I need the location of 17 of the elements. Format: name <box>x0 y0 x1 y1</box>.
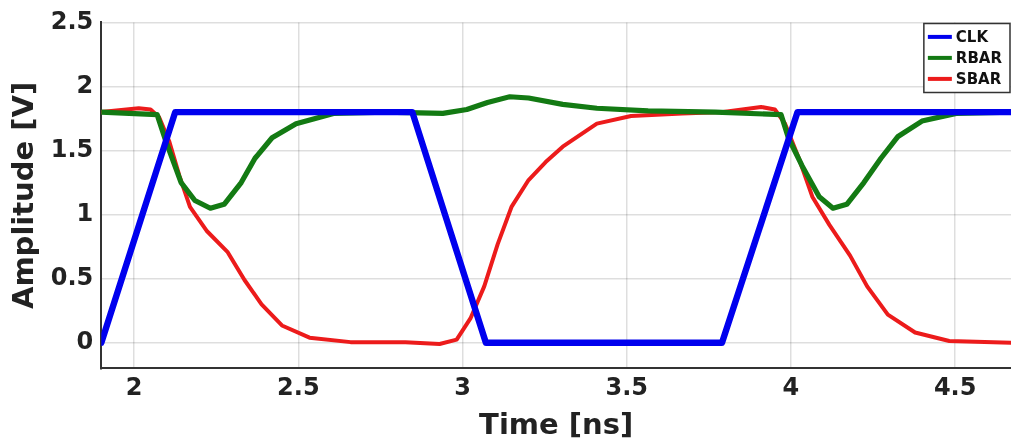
x-tick-label: 4.5 <box>933 373 977 402</box>
y-tick-label: 2 <box>76 70 94 99</box>
x-tick-label: 2.5 <box>277 373 320 402</box>
y-tick-label: 0.5 <box>50 262 94 291</box>
y-tick-label: 2.5 <box>50 6 94 35</box>
legend-label: SBAR <box>955 69 1002 88</box>
x-axis-title: Time [ns] <box>479 407 634 442</box>
y-tick-label: 1 <box>76 198 94 227</box>
legend-label: RBAR <box>955 48 1003 67</box>
legend-label: CLK <box>955 27 990 46</box>
y-tick-label: 1.5 <box>50 134 94 163</box>
y-axis-title: Amplitude [V] <box>5 81 40 310</box>
x-tick-label: 2 <box>125 373 143 402</box>
x-tick-label: 4 <box>782 373 800 402</box>
x-tick-label: 3.5 <box>605 373 649 402</box>
y-tick-label: 0 <box>76 327 94 355</box>
x-tick-label: 3 <box>454 373 471 402</box>
